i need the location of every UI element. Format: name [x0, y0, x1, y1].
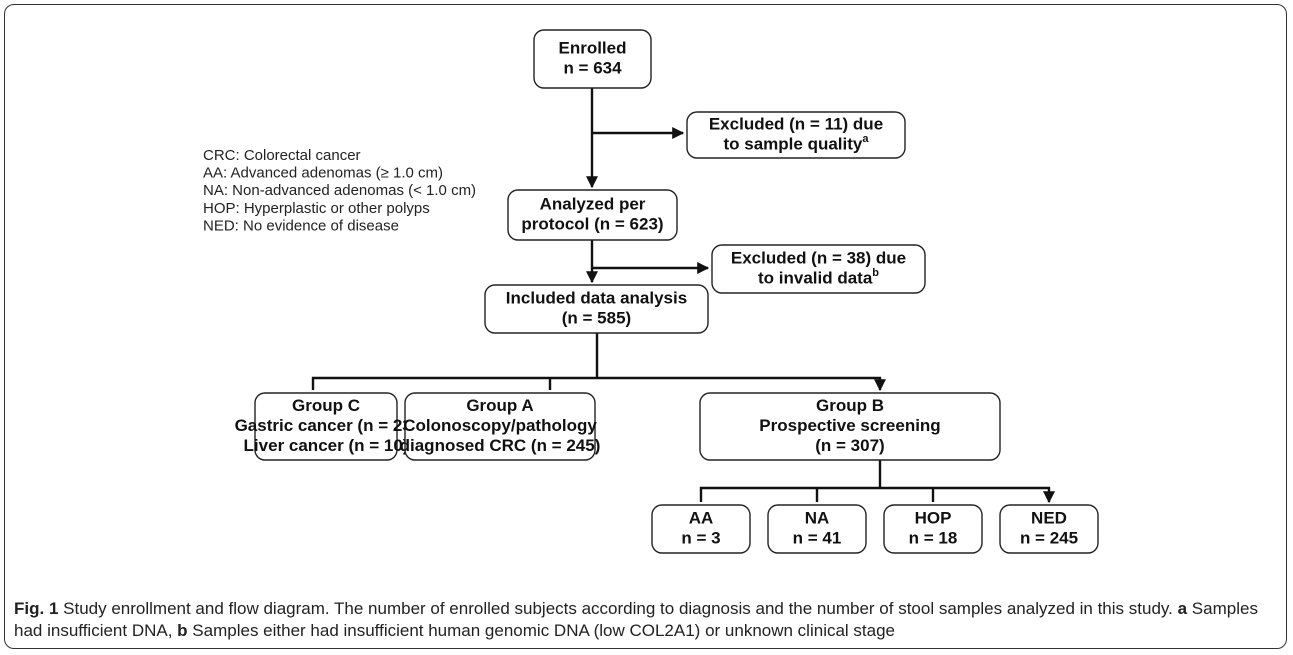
- node-label: diagnosed CRC (n = 245): [400, 436, 601, 455]
- node-box: [686, 111, 906, 159]
- node-label: Group A: [466, 396, 533, 415]
- note-key: b: [177, 621, 188, 640]
- caption: Fig. 1 Study enrollment and flow diagram…: [14, 598, 1282, 642]
- connector: [312, 333, 881, 380]
- node-box: [711, 244, 926, 294]
- node-label: Analyzed per: [540, 194, 646, 213]
- legend-item: CRC: Colorectal cancer: [203, 147, 361, 164]
- caption-label: Fig. 1: [14, 599, 59, 618]
- node-box: [999, 504, 1099, 554]
- footnote-mark: b: [872, 267, 879, 279]
- node-label: AA: [689, 508, 714, 527]
- node-label: n = 634: [563, 58, 622, 77]
- note-text: Samples either had insufficient human ge…: [192, 621, 896, 640]
- legend-item: AA: Advanced adenomas (≥ 1.0 cm): [203, 165, 443, 182]
- connectors: [311, 88, 1050, 502]
- connector: [700, 460, 1050, 490]
- node-box: [699, 392, 1001, 461]
- node-box: [507, 189, 678, 241]
- node-label: Included data analysis: [506, 288, 687, 307]
- node-label: Group B: [816, 396, 884, 415]
- footnote-mark: a: [862, 133, 869, 145]
- node-box: [404, 392, 596, 461]
- arrow: [699, 487, 1049, 502]
- legend-item: NA: Non-advanced adenomas (< 1.0 cm): [203, 182, 476, 199]
- node-label: n = 3: [681, 528, 720, 547]
- node-box: [484, 284, 709, 334]
- note-text: Samples had insufficient DNA,: [14, 599, 1258, 640]
- node-label: Gastric cancer (n = 23): [235, 416, 418, 435]
- node-box: [533, 29, 652, 89]
- node-label: n = 41: [793, 528, 842, 547]
- node-label: protocol (n = 623): [521, 214, 663, 233]
- node-label: n = 245: [1020, 528, 1078, 547]
- node-label: Excluded (n = 11) due: [709, 114, 883, 133]
- node-box: [254, 392, 398, 461]
- node-label: Enrolled: [558, 38, 626, 57]
- frame: [4, 4, 1287, 649]
- node-label: NA: [805, 508, 830, 527]
- node-label: Group C: [292, 396, 360, 415]
- arrow: [311, 377, 880, 390]
- node: AAn = 3: [651, 504, 751, 554]
- legend-item: NED: No evidence of disease: [203, 217, 399, 234]
- caption-text: Study enrollment and flow diagram. The n…: [63, 599, 1173, 618]
- legend-item: HOP: Hyperplastic or other polyps: [203, 200, 430, 217]
- node-label: Excluded (n = 38) due: [731, 248, 906, 267]
- node-label: to sample qualitya: [724, 133, 870, 154]
- node-label: HOP: [915, 508, 952, 527]
- node-label: (n = 307): [815, 436, 884, 455]
- node-label: Prospective screening: [759, 416, 940, 435]
- node-label: to invalid datab: [758, 267, 879, 288]
- node: NAn = 41: [767, 504, 867, 554]
- node-label: NED: [1031, 508, 1067, 527]
- note-key: a: [1177, 599, 1188, 618]
- node-box: [883, 504, 983, 554]
- node: Included data analysis(n = 585): [484, 284, 709, 334]
- node-label: n = 18: [909, 528, 958, 547]
- node-label: Colonoscopy/pathology: [403, 416, 597, 435]
- node-box: [767, 504, 867, 554]
- node-label: (n = 585): [562, 308, 631, 327]
- node-box: [651, 504, 751, 554]
- node-label: Liver cancer (n = 10): [244, 436, 409, 455]
